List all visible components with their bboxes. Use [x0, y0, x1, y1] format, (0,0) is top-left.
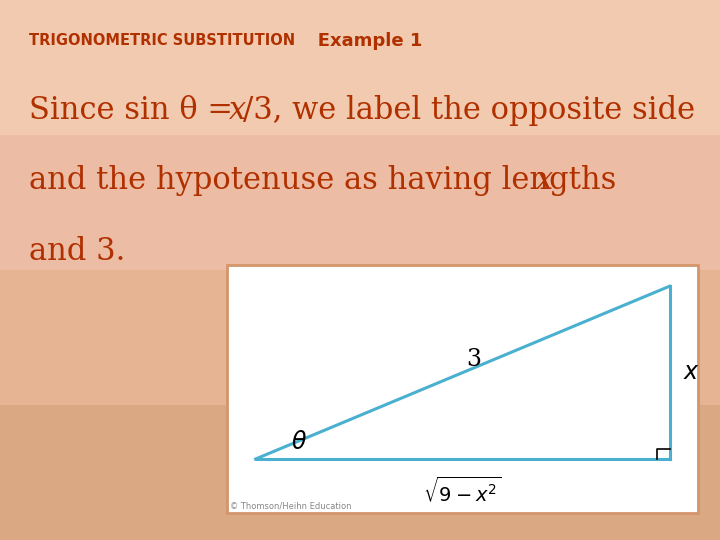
- Bar: [0, 0, 720, 135]
- Text: and 3.: and 3.: [29, 235, 125, 267]
- Bar: [0, 270, 720, 405]
- Text: Example 1: Example 1: [299, 31, 422, 50]
- Text: $x$: $x$: [683, 361, 700, 384]
- Bar: [0, 135, 720, 270]
- Text: © Thomson/Heihn Education: © Thomson/Heihn Education: [230, 501, 352, 510]
- Bar: [227, 265, 698, 513]
- Text: $\sqrt{9-x^2}$: $\sqrt{9-x^2}$: [423, 476, 502, 507]
- Text: and the hypotenuse as having lengths: and the hypotenuse as having lengths: [29, 165, 626, 197]
- Text: Since sin θ =: Since sin θ =: [29, 95, 243, 126]
- Text: 3: 3: [466, 348, 481, 370]
- Text: x: x: [536, 165, 554, 197]
- Text: /3, we label the opposite side: /3, we label the opposite side: [243, 95, 696, 126]
- Bar: [0, 405, 720, 540]
- Text: TRIGONOMETRIC SUBSTITUTION: TRIGONOMETRIC SUBSTITUTION: [29, 33, 295, 48]
- Text: $\theta$: $\theta$: [291, 431, 307, 454]
- Text: x: x: [229, 95, 246, 126]
